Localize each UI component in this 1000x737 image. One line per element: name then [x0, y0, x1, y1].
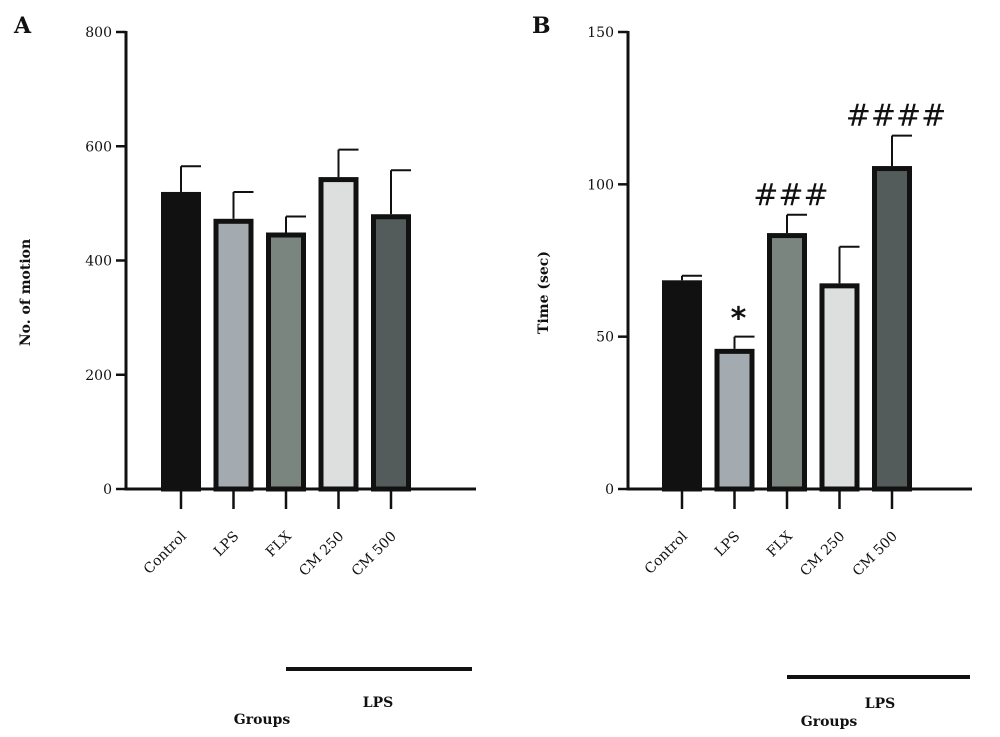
panel-label: A: [13, 13, 32, 39]
y-tick-label: 800: [85, 25, 112, 41]
bar: [872, 166, 912, 492]
significance-mark: *: [731, 302, 747, 337]
panel-label: B: [532, 13, 551, 39]
bar: [266, 232, 306, 492]
bar: [714, 348, 755, 492]
y-axis-title: Time (sec): [536, 251, 552, 334]
x-tick-label: Control: [642, 528, 691, 577]
bar: [819, 283, 860, 492]
x-axis-title: Groups: [234, 712, 291, 728]
y-tick-label: 600: [85, 139, 112, 155]
lps-bracket-label: LPS: [363, 695, 393, 711]
x-tick-label: LPS: [211, 529, 242, 560]
y-tick-label: 150: [587, 25, 614, 41]
bar: [161, 191, 201, 492]
lps-bracket-label: LPS: [865, 696, 895, 712]
y-tick-label: 400: [85, 254, 112, 270]
y-tick-label: 100: [587, 177, 614, 193]
x-tick-label: CM 250: [797, 529, 848, 580]
bar: [371, 214, 411, 492]
x-tick-label: CM 250: [296, 529, 347, 580]
y-axis-title: No. of motion: [18, 239, 34, 346]
x-tick-label: FLX: [263, 528, 295, 560]
y-tick-label: 0: [605, 482, 614, 498]
y-tick-label: 50: [596, 330, 614, 346]
bar: [318, 177, 359, 492]
bar: [662, 280, 702, 492]
x-tick-label: CM 500: [349, 529, 400, 580]
y-tick-label: 200: [85, 368, 112, 384]
panel-b: B 0 50 100 150 Time (sec) Control LPS * FLX ### CM …: [532, 13, 972, 730]
x-axis-title: Groups: [801, 714, 858, 730]
significance-mark: ###: [753, 178, 828, 213]
y-tick-label: 0: [103, 482, 112, 498]
x-tick-label: Control: [141, 528, 190, 577]
x-tick-label: FLX: [764, 528, 796, 560]
bar: [767, 233, 807, 492]
x-tick-label: LPS: [712, 529, 743, 560]
x-tick-label: CM 500: [850, 529, 901, 580]
panel-a: A 0 200 400 600 800 No. of motion Control LPS FLX…: [13, 13, 476, 728]
significance-mark: ####: [846, 99, 947, 134]
bar: [213, 218, 254, 492]
